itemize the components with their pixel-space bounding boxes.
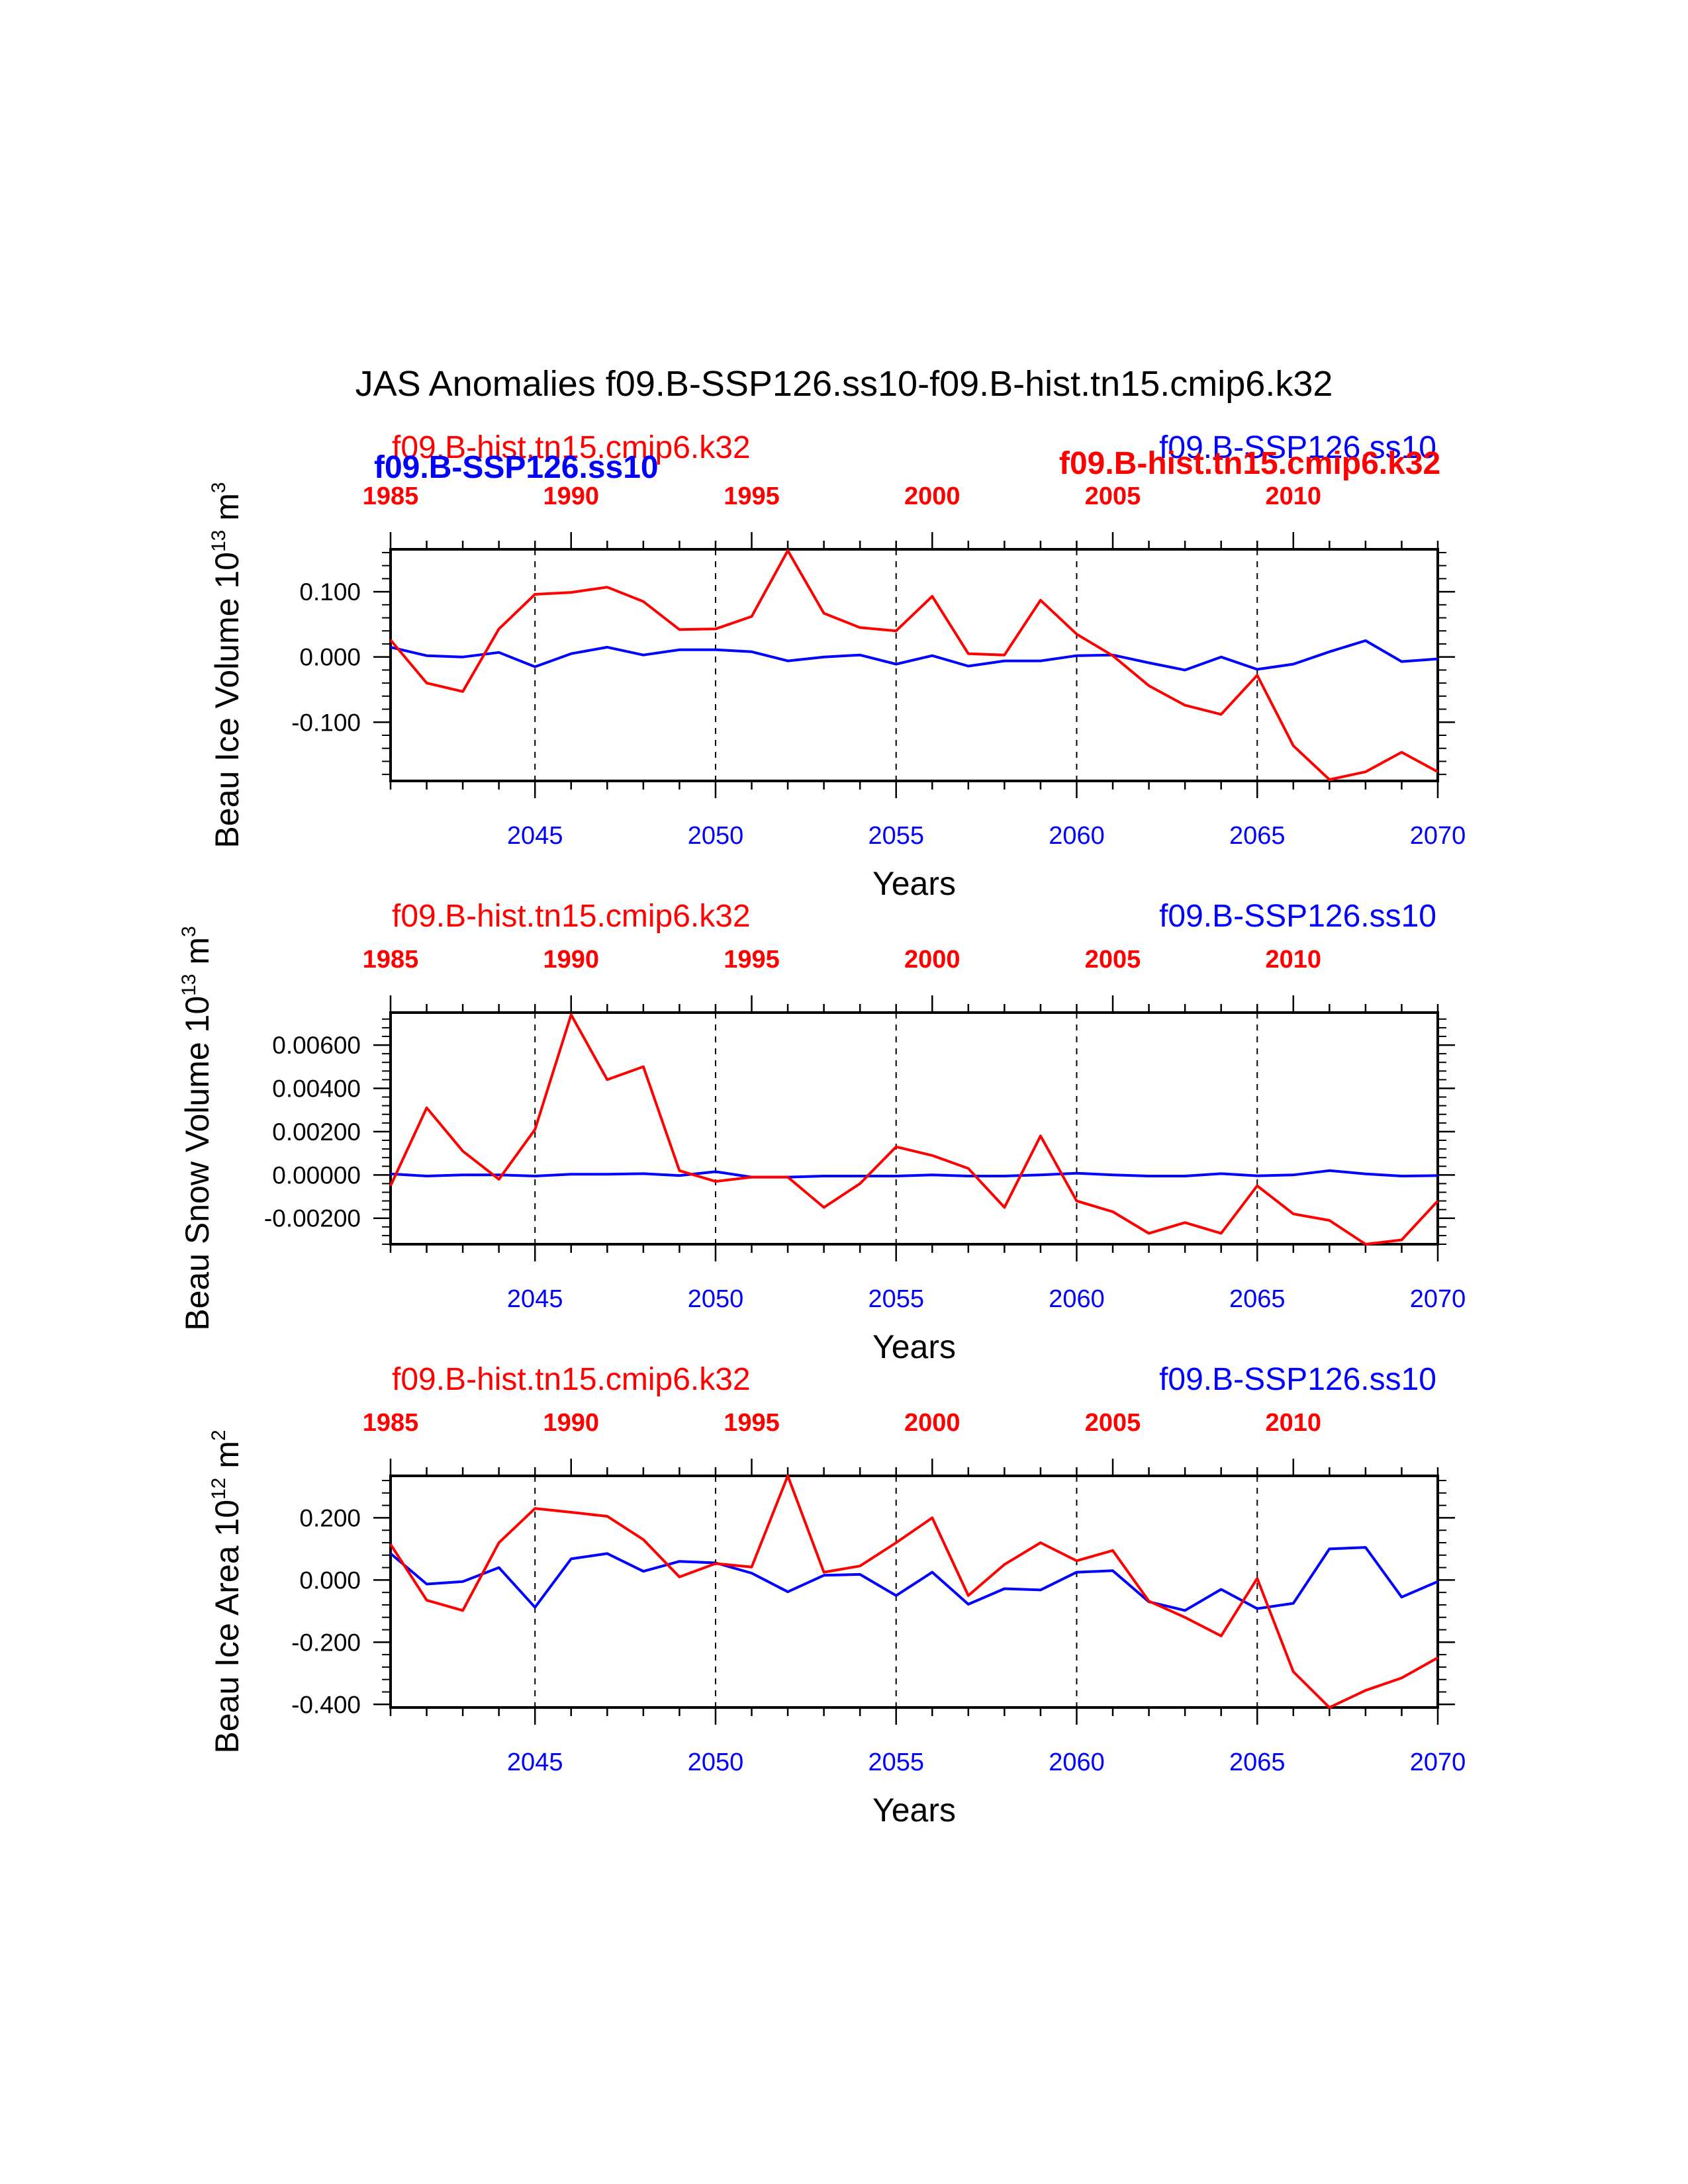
panel-ice-area-frame [389,1475,1439,1709]
panel-ice-volume-top-tick-label: 2010 [1266,482,1322,510]
panel-ice-volume-y-title: Beau Ice Volume 1013 m3 [208,482,246,848]
panel-ice-volume-frame [389,548,1439,782]
panel-snow-volume-y-tick-label: 0.00200 [272,1118,361,1146]
panel-ice-volume-hist-run-label: f09.B-hist.tn15.cmip6.k32 [392,430,751,465]
panel-snow-volume-top-tick-label: 2010 [1266,946,1322,974]
panel-snow-volume-y-title: Beau Snow Volume 1013 m3 [178,926,216,1331]
panel-ice-area-y-tick-label: 0.200 [299,1504,361,1531]
panel-snow-volume-ssp-run-label: f09.B-SSP126.ss10 [1159,899,1436,934]
panel-ice-area-y-title: Beau Ice Area 1012 m2 [208,1430,246,1753]
panel-ice-volume-y-tick-label: -0.100 [291,709,361,736]
panel-snow-volume-top-tick-label: 1990 [543,946,599,974]
panel-ice-area-top-tick-label: 1990 [543,1409,599,1437]
panel-ice-area-top-tick-label: 1995 [724,1409,780,1437]
panel-snow-volume-y-tick-label: 0.00000 [272,1161,361,1189]
panel-ice-volume-bottom-tick-label: 2055 [868,822,924,850]
panel-snow-volume-y-tick-label: -0.00200 [264,1205,361,1232]
panel-ice-area-series-ssp [389,1546,1438,1612]
panel-ice-volume-top-tick-label: 2005 [1085,482,1141,510]
panel-ice-area-bottom-tick-label: 2050 [688,1749,744,1776]
panel-ice-volume-bottom-tick-label: 2045 [507,822,563,850]
panel-ice-area-y-title-unit-power: 2 [208,1430,230,1441]
panel-ice-area-top-tick-label: 2000 [904,1409,961,1437]
panel-ice-area: 2045 2050 2055 2060 2065 2070 1985 1990 1995 2000… [208,1362,1466,1829]
panel-snow-volume-bottom-tick-label: 2070 [1410,1285,1466,1313]
panel-snow-volume-bottom-tick-label: 2065 [1229,1285,1286,1313]
panel-snow-volume-series-hist [389,1013,1439,1246]
panel-snow-volume-hist-run-label: f09.B-hist.tn15.cmip6.k32 [392,899,751,934]
panel-ice-area-y-tick-label: 0.000 [299,1567,361,1594]
panel-ice-area-bottom-tick-label: 2055 [868,1749,924,1776]
panel-ice-area-y-tick-label: -0.200 [291,1629,361,1656]
panel-ice-area-hist-run-label: f09.B-hist.tn15.cmip6.k32 [392,1362,751,1397]
panel-ice-volume-y-title-text: Beau Ice Volume 10 [209,552,246,848]
panel-ice-volume-y-title-unit: m [209,493,246,530]
panel-ice-volume-bottom-tick-label: 2065 [1229,822,1286,850]
panel-snow-volume-y-tick-label: 0.00400 [272,1075,361,1102]
panel-ice-area-top-tick-label: 2010 [1266,1409,1322,1437]
panel-ice-volume-y-title-unit-power: 3 [208,482,230,493]
panel-ice-area-y-title-power: 12 [208,1478,230,1500]
panel-snow-volume-series-ssp [390,1169,1438,1179]
panel-ice-volume-y-tick-label: 0.100 [299,578,361,606]
panel-ice-volume-top-tick-label: 1985 [363,482,419,510]
panel-snow-volume-y-title-power: 13 [178,974,200,995]
panel-snow-volume-top-tick-label: 1995 [724,946,780,974]
overlay-hist-label: f09.B-hist.tn15.cmip6.k32 [1059,446,1440,481]
panel-ice-area-y-title-unit: m [209,1441,246,1478]
panel-ice-volume-bottom-tick-label: 2070 [1410,822,1466,850]
panel-snow-volume-y-title-unit-power: 3 [178,926,200,937]
panel-ice-area-top-tick-label: 2005 [1085,1409,1141,1437]
panel-ice-area-bottom-tick-label: 2060 [1049,1749,1105,1776]
panel-snow-volume-bottom-tick-label: 2050 [688,1285,744,1313]
panel-snow-volume-y-title-unit: m [179,937,216,974]
panel-ice-volume-ssp-run-label: f09.B-SSP126.ss10 [1159,430,1436,465]
panel-snow-volume-top-tick-label: 1985 [363,946,419,974]
panel-ice-area-top-tick-label: 1985 [363,1409,419,1437]
panel-ice-area-x-title: Years [872,1792,956,1829]
panel-snow-volume-x-title: Years [872,1328,956,1365]
panel-snow-volume-bottom-tick-label: 2045 [507,1285,563,1313]
panel-ice-area-bottom-tick-label: 2045 [507,1749,563,1776]
panel-ice-volume-top-tick-label: 1995 [724,482,780,510]
panel-ice-area-ssp-run-label: f09.B-SSP126.ss10 [1159,1362,1436,1397]
panel-ice-volume-y-tick-label: 0.000 [299,644,361,671]
panel-ice-volume-bottom-tick-label: 2050 [688,822,744,850]
overlay-ssp-label: f09.B-SSP126.ss10 [374,450,659,485]
panel-ice-volume-y-title-power: 13 [208,530,230,552]
panel-snow-volume: 2045 2050 2055 2060 2065 2070 1985 1990 1995 2000… [178,899,1466,1365]
panel-ice-volume-series-ssp [390,639,1438,672]
panel-ice-volume-top-tick-label: 2000 [904,482,961,510]
panel-snow-volume-frame [389,1011,1439,1246]
panel-snow-volume-top-tick-label: 2005 [1085,946,1141,974]
panel-ice-volume-series-hist [389,549,1438,781]
panel-snow-volume-y-tick-label: 0.00600 [272,1032,361,1059]
panel-ice-area-y-tick-label: -0.400 [291,1691,361,1718]
panel-ice-volume: 2045 2050 2055 2060 2065 2070 1985 1990 1995 2000… [208,430,1466,902]
panel-snow-volume-top-tick-label: 2000 [904,946,961,974]
panel-snow-volume-bottom-tick-label: 2060 [1049,1285,1105,1313]
panel-ice-area-series-hist [389,1475,1438,1709]
panel-ice-area-y-title-text: Beau Ice Area 10 [209,1500,246,1754]
panel-ice-area-bottom-tick-label: 2070 [1410,1749,1466,1776]
panel-snow-volume-y-title-text: Beau Snow Volume 10 [179,996,216,1331]
panel-ice-volume-x-title: Years [872,865,956,902]
panel-ice-volume-top-tick-label: 1990 [543,482,599,510]
panel-ice-area-bottom-tick-label: 2065 [1229,1749,1286,1776]
panel-snow-volume-bottom-tick-label: 2055 [868,1285,924,1313]
panel-ice-volume-bottom-tick-label: 2060 [1049,822,1105,850]
figure-title: JAS Anomalies f09.B-SSP126.ss10-f09.B-hi… [355,364,1333,404]
panels: 2045 2050 2055 2060 2065 2070 1985 1990 1995 2000… [178,430,1466,1829]
